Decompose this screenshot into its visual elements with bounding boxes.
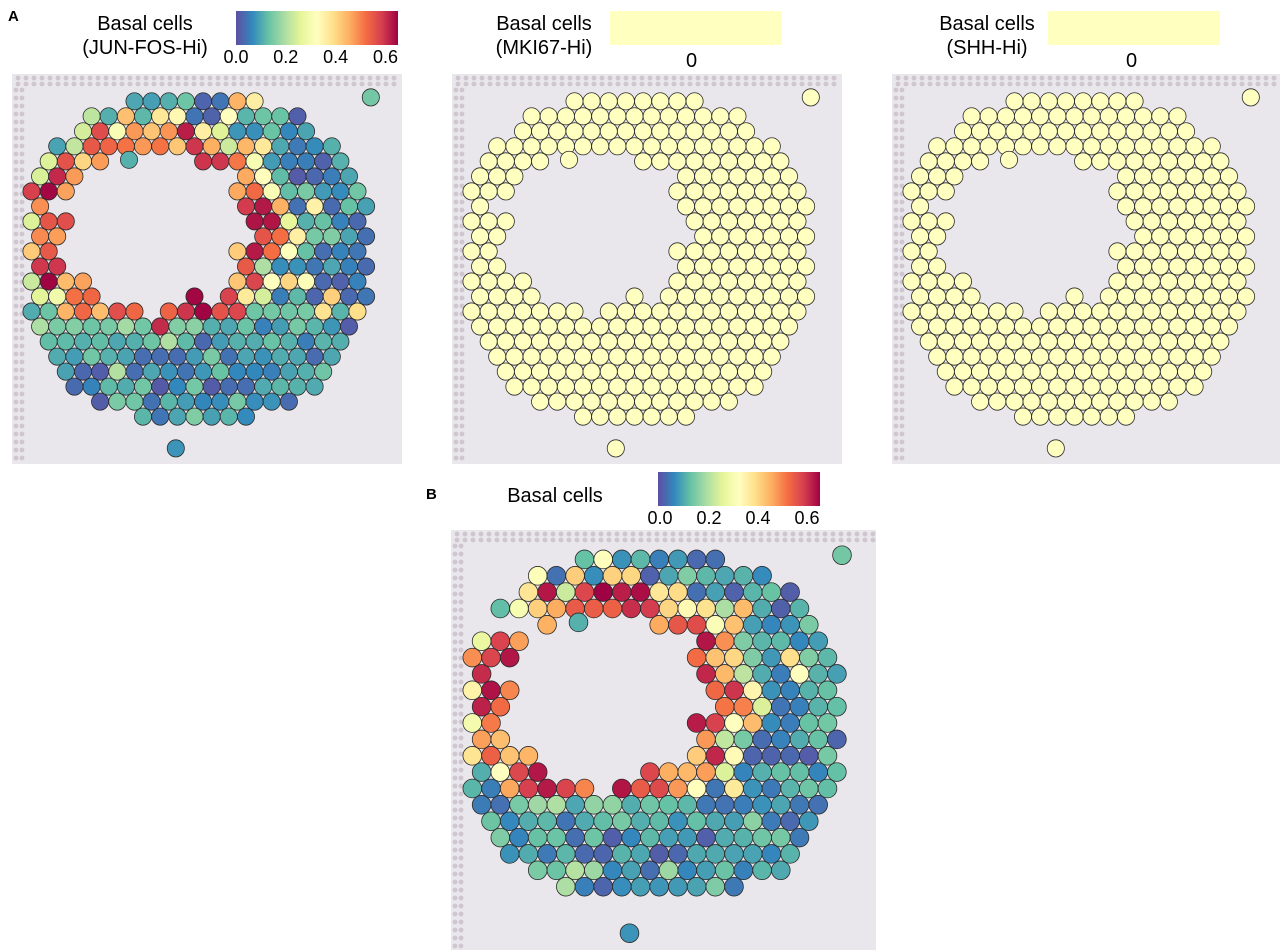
- panel-b-tick-3: 0.6: [794, 508, 820, 528]
- map2-tissue-image: [452, 74, 842, 464]
- map3-tick-0: 0: [1126, 50, 1138, 72]
- spot-layer: [462, 545, 852, 943]
- fiducial-frame: [893, 75, 1277, 461]
- fiducial-frame: [13, 75, 397, 461]
- map2-colorbar: [610, 11, 782, 45]
- map2-title-line2: (MKI67-Hi): [495, 37, 593, 59]
- map1-title-line2: (JUN-FOS-Hi): [82, 37, 208, 59]
- map3-tissue-image: [892, 74, 1280, 464]
- map3-title-line1: Basal cells: [939, 13, 1035, 35]
- map1-tick-0: 0.0: [223, 47, 249, 67]
- panel-b-tick-1: 0.2: [696, 508, 722, 528]
- map2-tick-0: 0: [686, 50, 698, 72]
- map1-tissue-image: [12, 74, 402, 464]
- spot-layer: [462, 88, 820, 458]
- panel-a-label: A: [8, 8, 19, 25]
- map1-title: Basal cells (JUN-FOS-Hi): [70, 12, 220, 60]
- panel-b-tissue-image: [451, 530, 876, 950]
- panel-b-label: B: [426, 486, 437, 503]
- map2-title: Basal cells (MKI67-Hi): [474, 12, 614, 60]
- map1-title-line1: Basal cells: [97, 13, 193, 35]
- panel-b-title: Basal cells: [507, 485, 603, 507]
- panel-b-tick-2: 0.4: [745, 508, 771, 528]
- map1-tick-1: 0.2: [273, 47, 299, 67]
- panel-b-colorbar: [658, 472, 820, 506]
- fiducial-frame: [452, 531, 876, 949]
- panel-b-scale-ticks: 0.0 0.2 0.4 0.6: [647, 508, 820, 530]
- map3-colorbar: [1048, 11, 1220, 45]
- map1-tick-3: 0.6: [372, 47, 399, 67]
- spot-layer: [22, 88, 380, 458]
- map2-title-line1: Basal cells: [496, 13, 592, 35]
- panel-b-tick-0: 0.0: [647, 508, 673, 528]
- spot-layer: [902, 88, 1260, 458]
- map3-title: Basal cells (SHH-Hi): [922, 12, 1052, 60]
- map1-scale-ticks: 0.0 0.2 0.4 0.6: [223, 47, 399, 69]
- map1-tick-2: 0.4: [323, 47, 349, 67]
- map3-title-line2: (SHH-Hi): [946, 37, 1028, 59]
- fiducial-frame: [453, 75, 837, 461]
- map1-colorbar: [236, 11, 398, 45]
